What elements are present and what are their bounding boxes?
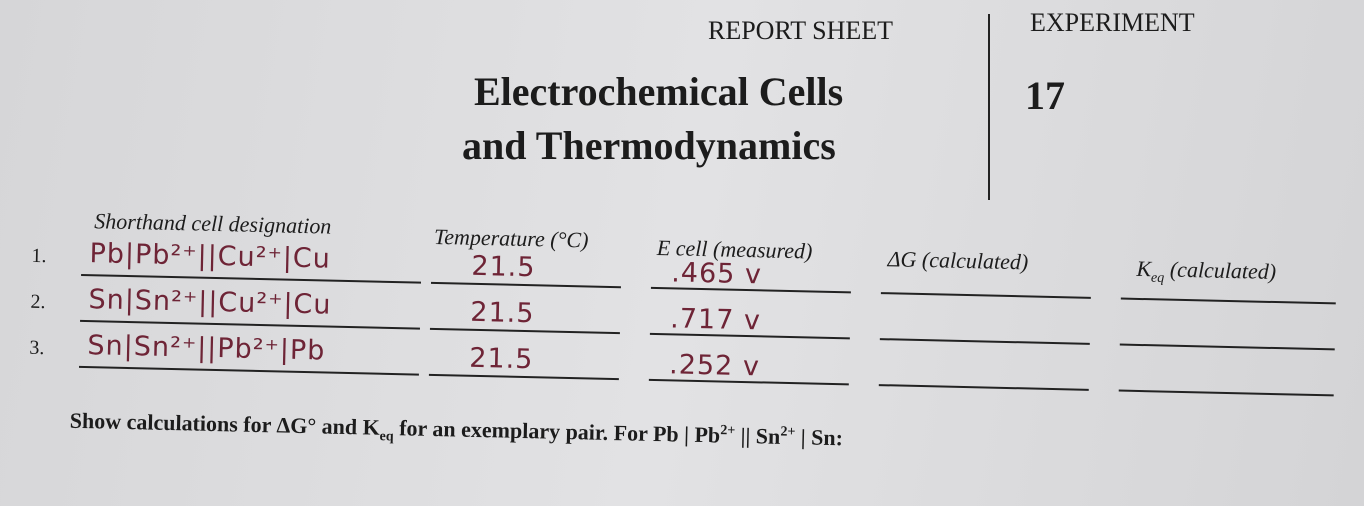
answer-line bbox=[81, 273, 422, 284]
k: K bbox=[1136, 255, 1152, 282]
title-line: and Thermodynamics bbox=[462, 123, 836, 168]
title-line: Electrochemical Cells bbox=[474, 69, 844, 114]
divider bbox=[988, 14, 990, 200]
instructions: Show calculations for ΔG° and Keq for an… bbox=[69, 407, 844, 456]
row-number: 3. bbox=[29, 336, 45, 360]
k-rest: (calculated) bbox=[1169, 256, 1277, 285]
sub: eq bbox=[379, 429, 394, 445]
answer-line bbox=[78, 365, 419, 376]
answer-line bbox=[1118, 389, 1334, 396]
cell-designation: Sn|Sn²⁺||Pb²⁺|Pb bbox=[87, 330, 326, 367]
e-cell: .252 v bbox=[668, 349, 761, 383]
column-header: ΔG (calculated) bbox=[887, 246, 1029, 275]
row-number: 2. bbox=[30, 290, 46, 314]
answer-line bbox=[880, 292, 1091, 299]
row-number: 1. bbox=[31, 244, 47, 268]
experiment-number: 17 bbox=[1025, 73, 1065, 118]
experiment-label: EXPERIMENT bbox=[1030, 8, 1195, 37]
column-header: Shorthand cell designation bbox=[94, 208, 332, 239]
e-cell: .717 v bbox=[669, 303, 762, 337]
column-header: Keq (calculated) bbox=[1136, 256, 1276, 290]
e-cell: .465 v bbox=[670, 257, 763, 291]
temperature: 21.5 bbox=[471, 250, 536, 284]
cell-designation: Sn|Sn²⁺||Cu²⁺|Cu bbox=[88, 284, 332, 321]
answer-line bbox=[80, 319, 420, 330]
sup: 2+ bbox=[720, 423, 736, 439]
answer-line bbox=[878, 384, 1089, 391]
answer-line bbox=[1119, 343, 1335, 350]
column-header: Temperature (°C) bbox=[433, 223, 589, 253]
text: for an exemplary pair. For Pb | Pb bbox=[393, 415, 721, 448]
text: Show calculations for ΔG° and K bbox=[69, 407, 381, 440]
temperature: 21.5 bbox=[468, 342, 534, 376]
text: | Sn: bbox=[795, 424, 844, 451]
sup: 2+ bbox=[780, 424, 796, 440]
temperature: 21.5 bbox=[469, 296, 535, 330]
k-sub: eq bbox=[1150, 270, 1165, 286]
text: || Sn bbox=[734, 422, 781, 449]
answer-line bbox=[1120, 297, 1336, 304]
report-label: REPORT SHEET bbox=[708, 16, 894, 45]
cell-designation: Pb|Pb²⁺||Cu²⁺|Cu bbox=[89, 238, 332, 275]
answer-line bbox=[879, 338, 1090, 345]
